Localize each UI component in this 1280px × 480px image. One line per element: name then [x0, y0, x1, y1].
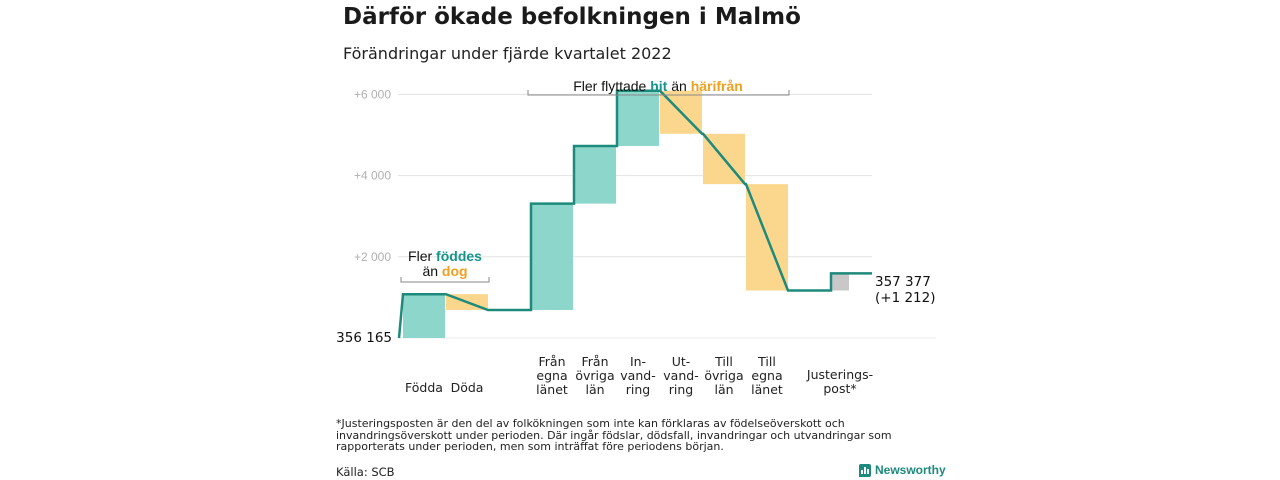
annotation-segment: dog [442, 263, 468, 279]
chart-subtitle: Förändringar under fjärde kvartalet 2022 [343, 44, 672, 63]
category-label: Till [714, 354, 733, 369]
bar-increase [403, 294, 445, 338]
category-label: ring [626, 382, 650, 397]
category-label: Från [538, 354, 565, 369]
annotation-segment: än [667, 78, 690, 94]
end-value-label: 357 377 [875, 274, 931, 290]
category-label: In- [630, 354, 646, 369]
migration-bracket [527, 90, 790, 96]
bar-increase [574, 145, 616, 204]
category-label: vand- [620, 368, 655, 383]
annotation-births: än dog [422, 263, 467, 279]
annotation-migration: Fler flyttade hit än härifrån [573, 78, 743, 94]
category-label: egna [536, 368, 567, 383]
newsworthy-icon [859, 463, 871, 477]
annotation-segment: hit [650, 78, 667, 94]
annotation-segment: föddes [436, 248, 482, 264]
category-label: Döda [451, 380, 484, 395]
y-tick-label: +6 000 [354, 87, 391, 101]
category-label: övriga [575, 368, 614, 383]
category-label: Justerings- [806, 367, 873, 382]
bar-adjustment [831, 273, 849, 291]
bar-increase [531, 203, 573, 310]
category-label: post* [823, 381, 856, 396]
population-step-line [397, 89, 872, 339]
annotation-segment: Fler flyttade [573, 78, 650, 94]
category-label: Från [581, 354, 608, 369]
start-value-label: 356 165 [336, 330, 392, 346]
category-label: ring [669, 382, 693, 397]
category-label: län [585, 382, 604, 397]
category-label: länet [536, 382, 568, 397]
category-label: länet [751, 382, 783, 397]
source: Källa: SCB [336, 465, 395, 479]
category-label: övriga [704, 368, 743, 383]
y-tick-label: +2 000 [354, 250, 391, 264]
births-bracket [400, 277, 490, 283]
annotation-segment: härifrån [691, 78, 743, 94]
brand-logo: Newsworthy [859, 463, 946, 477]
bar-increase [617, 90, 659, 146]
category-label: Födda [405, 380, 443, 395]
category-label: Ut- [672, 354, 691, 369]
category-label: vand- [663, 368, 698, 383]
annotation-segment: Fler [408, 248, 436, 264]
footnote: *Justeringsposten är den del av folkökni… [336, 417, 892, 453]
end-change-label: (+1 212) [875, 290, 936, 306]
category-label: län [714, 382, 733, 397]
annotation-births: Fler föddes [408, 248, 482, 264]
category-label: Till [757, 354, 776, 369]
annotation-segment: än [422, 263, 441, 279]
y-tick-label: +4 000 [354, 169, 391, 183]
brand-name: Newsworthy [875, 463, 946, 477]
chart-title: Därför ökade befolkningen i Malmö [343, 4, 801, 30]
category-label: egna [751, 368, 782, 383]
